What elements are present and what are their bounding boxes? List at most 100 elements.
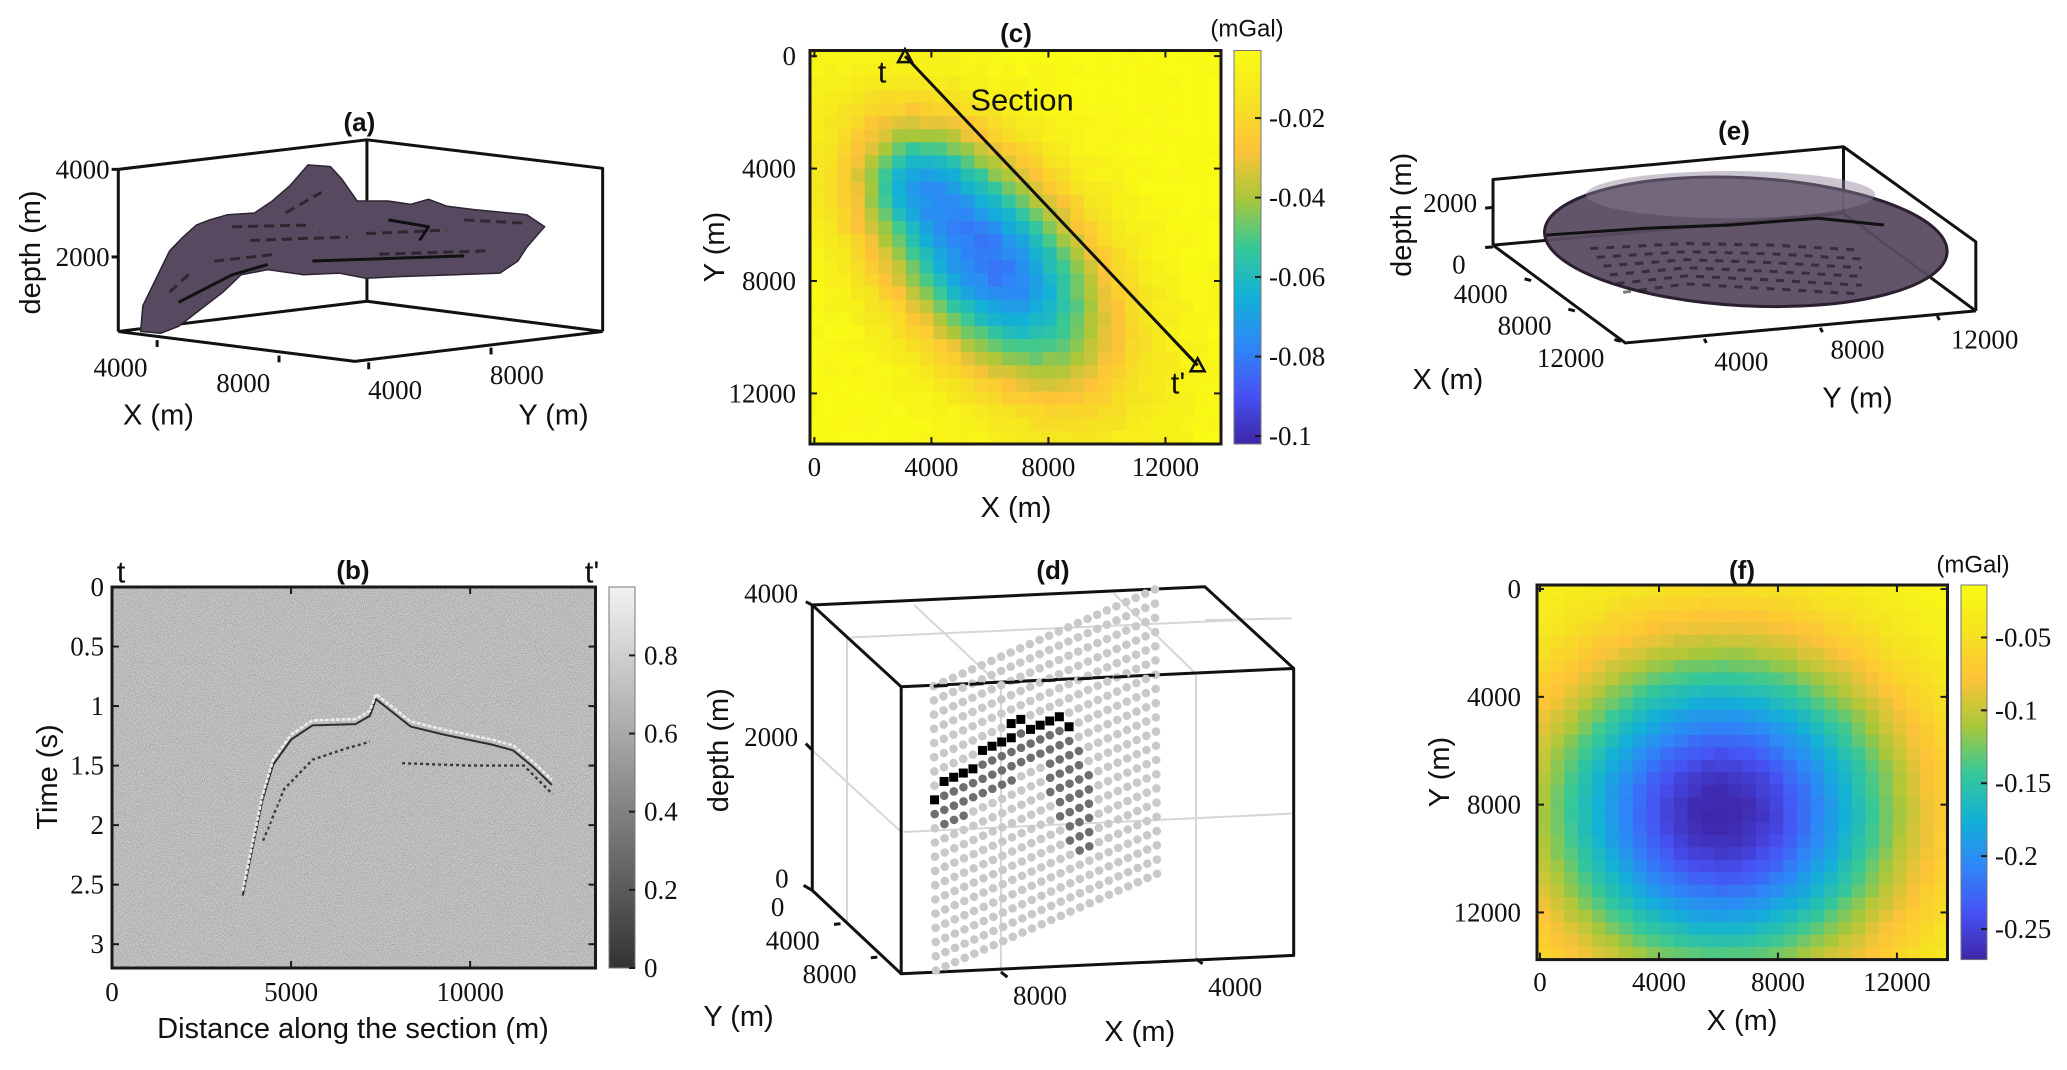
heatmap-cell: [1578, 647, 1593, 661]
heatmap-cell: [1084, 89, 1099, 104]
heatmap-cell: [1084, 417, 1099, 432]
heatmap-cell: [1824, 659, 1839, 674]
heatmap-cell: [1070, 339, 1085, 353]
heatmap-cell: [919, 247, 934, 261]
heatmap-cell: [1646, 597, 1661, 611]
x-tick-label: 4000: [904, 452, 958, 482]
heatmap-cell: [1578, 897, 1593, 911]
heatmap-cell: [1042, 391, 1058, 406]
scatter-point-anomaly: [1084, 813, 1094, 823]
heatmap-cell: [1755, 772, 1771, 786]
reflections: [241, 692, 554, 896]
heatmap-cell: [1138, 325, 1154, 340]
heatmap-cell: [1578, 634, 1593, 649]
heatmap-cell: [1687, 684, 1702, 698]
heatmap-cell: [919, 260, 934, 275]
heatmap-cell: [947, 352, 962, 366]
heatmap-cell: [1152, 247, 1167, 261]
heatmap-cell: [1193, 155, 1208, 170]
heatmap-cell: [851, 102, 866, 117]
heatmap-cell: [960, 325, 975, 340]
heatmap-cell: [1070, 325, 1085, 340]
heatmap-cell: [864, 129, 880, 143]
y-axis-label: Y (m): [518, 400, 588, 432]
heatmap-cell: [1111, 89, 1126, 104]
heatmap-cell: [1920, 622, 1935, 636]
heatmap-cell: [1591, 722, 1607, 736]
scatter-point: [1093, 724, 1103, 733]
heatmap-cell: [1838, 847, 1853, 861]
heatmap-cell: [919, 312, 934, 327]
heatmap-cell: [1906, 847, 1921, 861]
scatter-point: [1143, 859, 1152, 869]
heatmap-cell: [1810, 622, 1825, 636]
heatmap-cell: [1564, 909, 1579, 923]
heatmap-cell: [1179, 76, 1195, 91]
heatmap-cell: [1166, 89, 1181, 104]
heatmap-cell: [878, 234, 893, 248]
heatmap-cell: [851, 247, 866, 261]
heatmap-cell: [1701, 797, 1716, 811]
heatmap-cell: [1070, 273, 1085, 288]
scatter-point: [1075, 903, 1085, 912]
heatmap-cell: [1564, 747, 1579, 761]
colorbar-tick-label: -0.05: [1995, 622, 2051, 652]
heatmap-cell: [905, 430, 921, 445]
heatmap-cell: [905, 194, 921, 209]
heatmap-cell: [1906, 772, 1921, 786]
scatter-point-anomaly: [959, 782, 968, 792]
heatmap-cell: [878, 221, 893, 235]
heatmap-cell: [1605, 597, 1620, 611]
heatmap-cell: [1810, 847, 1825, 861]
heatmap-cell: [905, 129, 921, 143]
heatmap-cell: [1646, 834, 1661, 848]
heatmap-cell: [864, 391, 880, 406]
heatmap-cell: [988, 260, 1003, 275]
scatter-point: [1113, 729, 1122, 739]
y-tick-label: 4000: [1714, 346, 1768, 376]
heatmap-cell: [1796, 847, 1812, 861]
heatmap-cell: [864, 89, 880, 104]
scatter-point: [988, 841, 998, 851]
heatmap-cell: [1605, 847, 1620, 861]
heatmap-cell: [1755, 759, 1771, 773]
scatter-point: [1064, 665, 1073, 675]
heatmap-cell: [1578, 797, 1593, 811]
heatmap-cell: [1728, 747, 1743, 761]
heatmap-cell: [1550, 747, 1565, 761]
z-tick-label: 4000: [744, 578, 798, 608]
heatmap-cell: [1933, 809, 1949, 823]
scatter-point: [1007, 790, 1017, 799]
heatmap-cell: [1673, 897, 1689, 911]
scatter-point: [1084, 728, 1093, 737]
heatmap-cell: [1001, 378, 1017, 393]
heatmap-cell: [1851, 747, 1866, 761]
scatter-point: [1017, 786, 1026, 795]
scatter-point: [939, 691, 948, 701]
scatter-point: [940, 834, 949, 843]
heatmap-cell: [1605, 822, 1620, 836]
heatmap-cell: [810, 312, 825, 327]
heatmap-cell: [960, 286, 975, 301]
scatter-point: [998, 879, 1008, 889]
scatter-point: [969, 906, 979, 916]
scatter-point: [1054, 669, 1064, 679]
heatmap-cell: [892, 102, 907, 117]
heatmap-cell: [1742, 922, 1757, 936]
heatmap-cell: [1632, 859, 1648, 873]
y-tick-label: 4000: [766, 925, 820, 955]
scatter-point: [1132, 735, 1142, 745]
heatmap-cell: [933, 89, 948, 104]
heatmap-cell: [1673, 672, 1689, 686]
heatmap-cell: [1029, 76, 1044, 91]
section-end-label: t': [585, 555, 600, 590]
heatmap-cell: [1152, 155, 1167, 170]
heatmap-cell: [864, 116, 880, 130]
scatter-point-anomaly: [1045, 759, 1055, 768]
heatmap-cell: [1193, 247, 1208, 261]
heatmap-cell: [810, 142, 825, 157]
heatmap-cell: [1632, 772, 1648, 786]
heatmap-cell: [1838, 585, 1853, 599]
scatter-point-anomaly: [987, 756, 997, 765]
heatmap-cell: [1152, 102, 1167, 117]
